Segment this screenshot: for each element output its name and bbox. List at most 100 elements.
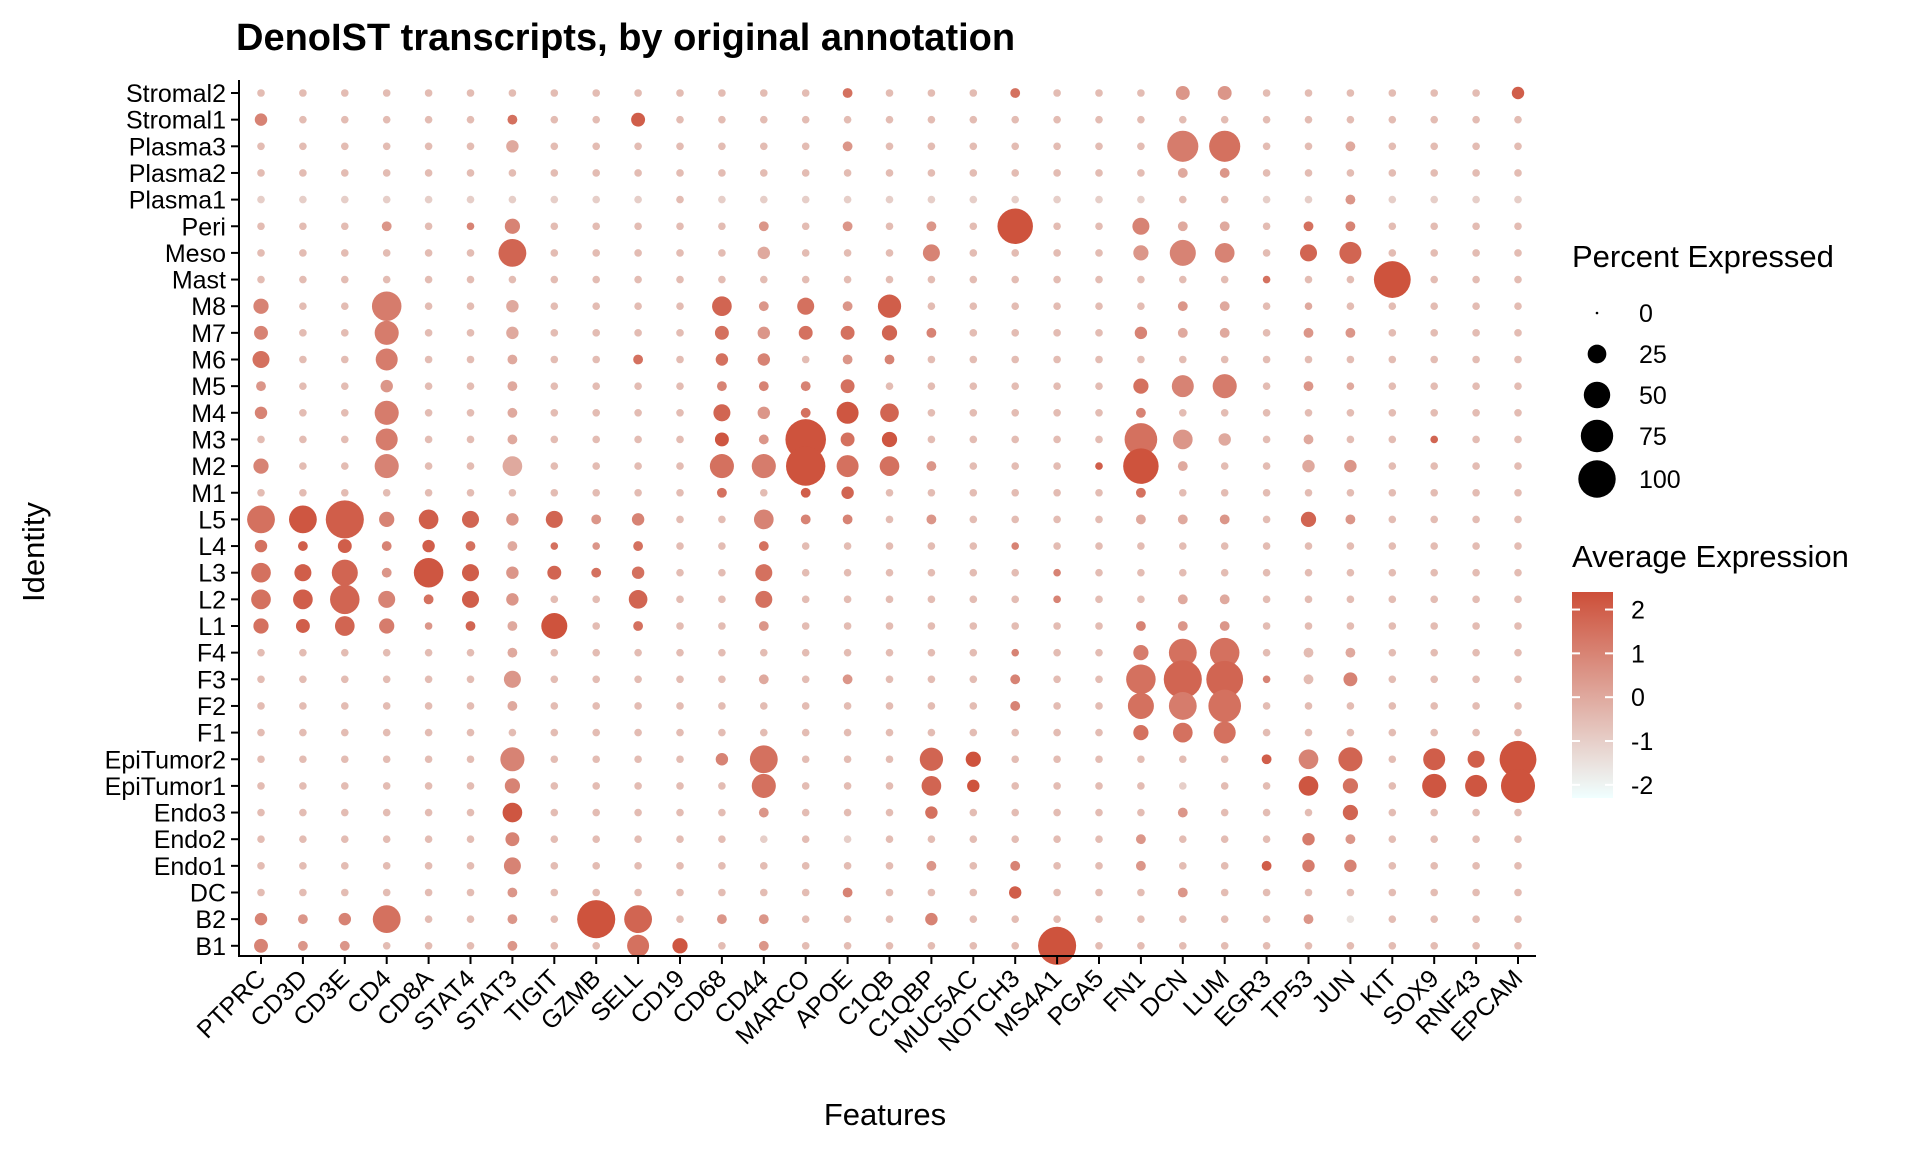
dot-Stromal2-STAT4: [466, 89, 475, 97]
y-tick-label: Stromal1: [126, 107, 226, 135]
dot-M1-LUM: [1220, 488, 1229, 497]
dot-Endo2-EPCAM: [1514, 835, 1522, 844]
dot-M5-FN1: [1133, 378, 1149, 394]
y-tick-label: Mast: [172, 267, 226, 295]
dot-L2-DCN: [1177, 594, 1188, 605]
dot-Endo2-C1QBP: [927, 835, 936, 844]
dot-Mast-STAT3: [508, 275, 517, 284]
dot-M5-MUC5AC: [969, 382, 978, 390]
dot-Endo1-SOX9: [1430, 862, 1439, 870]
dot-F3-KIT: [1388, 675, 1397, 684]
dot-B1-EPCAM: [1514, 941, 1522, 950]
dot-L2-CD19: [676, 595, 684, 604]
dot-EpiTumor1-STAT4: [466, 782, 475, 790]
dot-M6-APOE: [842, 354, 853, 365]
color-legend: Average Expression 2 1 0 -1 -2: [1572, 539, 1849, 800]
dot-F4-SOX9: [1430, 648, 1439, 657]
dot-L1-APOE: [843, 622, 852, 630]
dot-M4-TP53: [1304, 408, 1313, 417]
dot-L5-CD3E: [325, 500, 364, 539]
dot-M8-TIGIT: [550, 302, 559, 311]
dot-M8-CD3D: [299, 302, 307, 311]
dot-Plasma3-CD19: [676, 142, 684, 151]
dot-B1-CD44: [758, 940, 769, 951]
dot-L1-MARCO: [801, 622, 810, 630]
dot-EpiTumor1-EGR3: [1262, 782, 1271, 790]
dot-Stromal2-PGA5: [1095, 89, 1103, 97]
dot-M5-KIT: [1388, 382, 1397, 390]
dot-Meso-CD3E: [340, 249, 349, 257]
dot-Endo3-GZMB: [592, 808, 601, 817]
dot-Plasma3-STAT4: [466, 142, 475, 151]
dot-L1-SOX9: [1430, 622, 1439, 630]
dot-Endo3-STAT3: [502, 802, 523, 823]
dot-Meso-DCN: [1169, 239, 1196, 266]
dot-Endo3-RNF43: [1472, 808, 1480, 817]
dot-F2-RNF43: [1472, 702, 1480, 710]
dot-EpiTumor1-JUN: [1342, 778, 1359, 794]
dot-F1-APOE: [843, 728, 852, 737]
dot-M8-RNF43: [1472, 302, 1480, 311]
dot-DC-DCN: [1177, 887, 1188, 898]
size-legend-dot: [1587, 344, 1607, 364]
dot-M1-DCN: [1178, 488, 1187, 497]
dot-Meso-CD8A: [424, 249, 433, 257]
dot-Meso-PGA5: [1095, 249, 1103, 257]
dot-M4-C1QB: [880, 403, 899, 423]
dot-M7-LUM: [1219, 327, 1230, 338]
dot-Endo3-TIGIT: [550, 808, 559, 817]
dot-Plasma2-PTPRC: [257, 169, 265, 177]
dot-F4-C1QB: [885, 648, 894, 657]
dot-Mast-PTPRC: [257, 275, 265, 284]
dot-EpiTumor2-SELL: [634, 755, 642, 764]
dot-F1-KIT: [1388, 728, 1397, 737]
dot-L3-CD3E: [331, 559, 358, 586]
dot-M4-PGA5: [1095, 408, 1103, 417]
dot-M6-DCN: [1178, 355, 1187, 364]
dot-EpiTumor2-GZMB: [592, 755, 601, 764]
dot-L5-FN1: [1135, 514, 1146, 525]
dot-L4-PTPRC: [254, 539, 268, 553]
dot-F4-DCN: [1168, 638, 1197, 667]
dot-M3-DCN: [1172, 429, 1193, 450]
dot-L5-PTPRC: [247, 505, 275, 534]
dot-M1-MS4A1: [1053, 488, 1061, 497]
dot-M4-STAT3: [507, 407, 518, 418]
dot-Endo3-CD4: [382, 808, 391, 817]
dot-Stromal1-SOX9: [1430, 115, 1439, 124]
dot-F3-MARCO: [801, 675, 810, 684]
dot-EpiTumor2-DCN: [1178, 755, 1187, 764]
dot-Meso-LUM: [1214, 243, 1235, 263]
dot-L3-CD44: [755, 564, 773, 582]
dot-M2-C1QB: [879, 456, 900, 476]
dot-Stromal2-CD3D: [299, 89, 307, 97]
dot-Stromal1-TP53: [1304, 115, 1313, 124]
dot-Plasma1-CD3E: [340, 195, 349, 204]
dot-L2-PTPRC: [251, 589, 271, 610]
dot-F2-NOTCH3: [1010, 701, 1021, 711]
dot-Plasma2-PGA5: [1095, 169, 1103, 177]
dot-L2-SELL: [628, 590, 648, 609]
dot-B1-MARCO: [801, 941, 810, 950]
dot-F4-PGA5: [1095, 648, 1103, 657]
dot-Endo2-TIGIT: [550, 835, 559, 844]
dot-M4-NOTCH3: [1011, 408, 1020, 417]
dot-Plasma1-STAT4: [466, 195, 475, 204]
dot-F2-CD68: [718, 702, 726, 710]
dot-M7-JUN: [1345, 327, 1356, 338]
y-tick-label: L4: [198, 533, 226, 561]
dot-Endo1-CD68: [718, 862, 726, 870]
dot-M5-GZMB: [592, 382, 601, 390]
dot-M3-EGR3: [1262, 435, 1271, 444]
x-axis-title: Features: [824, 1097, 946, 1132]
dot-EpiTumor2-PGA5: [1095, 755, 1103, 764]
dot-Stromal1-CD19: [676, 115, 684, 124]
dot-EpiTumor1-SOX9: [1422, 773, 1447, 798]
dot-M2-CD19: [676, 462, 684, 470]
dot-M8-GZMB: [592, 302, 601, 311]
dot-Mast-RNF43: [1472, 275, 1480, 284]
dot-L4-PGA5: [1095, 542, 1103, 550]
dot-M3-MUC5AC: [969, 435, 978, 444]
dot-Mast-NOTCH3: [1011, 275, 1020, 284]
dot-L5-MARCO: [800, 514, 811, 525]
